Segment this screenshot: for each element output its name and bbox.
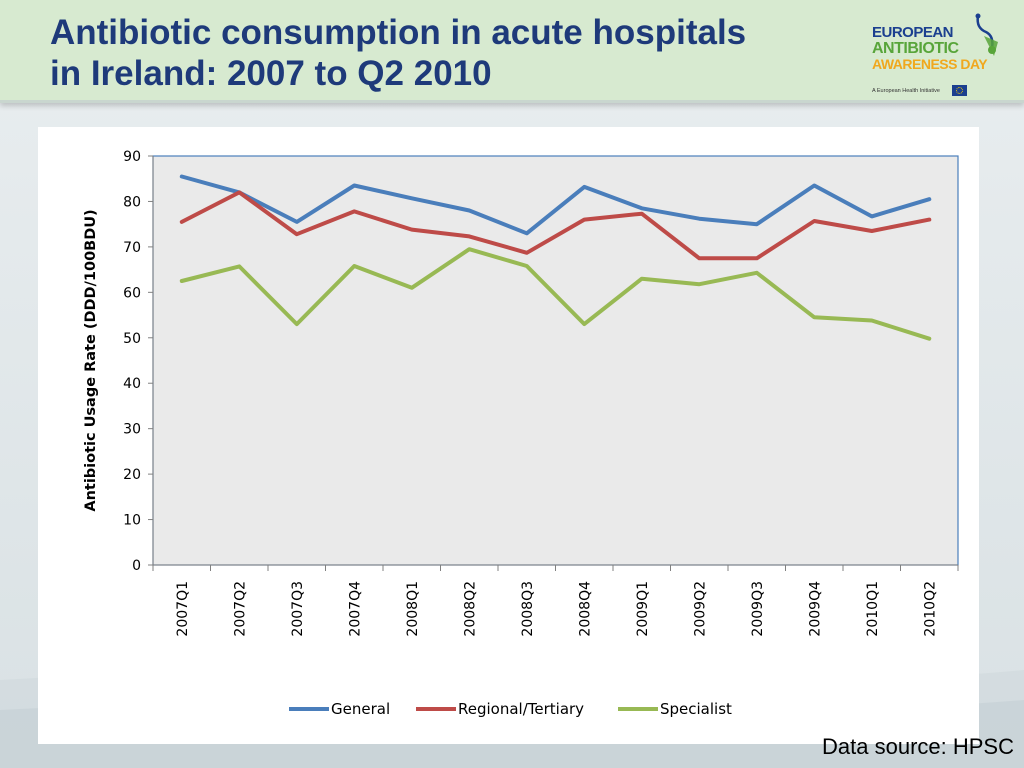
chart-legend: General Regional/Tertiary Specialist (289, 700, 732, 718)
y-tick-label: 50 (123, 331, 141, 347)
x-tick-label: 2010Q1 (865, 581, 881, 637)
legend-label: General (331, 700, 390, 718)
data-point (582, 185, 586, 189)
logo-line-3: AWARENESS DAY (872, 56, 988, 72)
data-point (755, 256, 759, 260)
data-point (410, 228, 414, 232)
data-point (352, 184, 356, 188)
x-tick-label: 2010Q2 (922, 581, 938, 637)
slide-header: Antibiotic consumption in acute hospital… (0, 0, 1024, 103)
logo-line-2: ANTIBIOTIC (872, 40, 959, 57)
data-point (927, 337, 931, 341)
data-point (525, 251, 529, 255)
y-axis: 0 10 20 30 40 50 60 70 80 90 (123, 149, 154, 574)
data-point (755, 222, 759, 226)
x-tick-label: 2008Q1 (405, 581, 421, 637)
data-point (812, 184, 816, 188)
data-point (410, 286, 414, 290)
logo-tagline: A European Health Initiative (872, 88, 940, 94)
data-point (295, 232, 299, 236)
y-tick-label: 30 (123, 422, 141, 438)
data-point (640, 212, 644, 216)
series-layer (179, 174, 932, 341)
logo-line-1: EUROPEAN (872, 24, 954, 41)
y-tick-label: 60 (123, 285, 141, 301)
legend-label: Regional/Tertiary (458, 700, 584, 718)
x-tick-label: 2009Q4 (807, 581, 823, 637)
data-point (525, 264, 529, 268)
series-line-specialist (179, 247, 932, 341)
x-tick-label: 2007Q4 (347, 581, 363, 637)
y-tick-label: 10 (123, 513, 141, 529)
x-axis: 2007Q1 2007Q2 2007Q3 2007Q4 2008Q1 2008Q2 2008… (152, 564, 959, 637)
x-tick-label: 2008Q2 (462, 581, 478, 637)
y-tick-label: 90 (123, 149, 141, 165)
data-point (812, 219, 816, 223)
title-line-2: in Ireland: 2007 to Q2 2010 (50, 54, 492, 93)
data-point (640, 277, 644, 281)
data-point (582, 322, 586, 326)
legend-label: Specialist (660, 700, 732, 718)
slide-title: Antibiotic consumption in acute hospital… (50, 12, 850, 94)
data-point (467, 234, 471, 238)
eu-flag-icon (952, 85, 967, 96)
data-point (640, 206, 644, 210)
x-tick-label: 2007Q2 (232, 581, 248, 637)
data-point (410, 196, 414, 200)
x-tick-label: 2009Q1 (635, 581, 651, 637)
data-point (180, 220, 184, 224)
x-tick-label: 2009Q3 (750, 581, 766, 637)
data-point (812, 315, 816, 319)
stethoscope-figure-icon (975, 13, 998, 56)
chart-panel: 0 10 20 30 40 50 60 70 80 90 2007Q1 2007Q2 2007Q3 20… (38, 127, 979, 744)
data-point (870, 229, 874, 233)
y-tick-label: 20 (123, 467, 141, 483)
x-tick-label: 2009Q2 (692, 581, 708, 637)
y-tick-label: 80 (123, 194, 141, 210)
data-point (697, 217, 701, 221)
x-tick-label: 2007Q3 (290, 581, 306, 637)
y-tick-label: 0 (132, 558, 141, 574)
data-point (237, 190, 241, 194)
y-axis-label: Antibiotic Usage Rate (DDD/100BDU) (83, 209, 99, 511)
data-point (927, 197, 931, 201)
data-point (755, 271, 759, 275)
y-tick-label: 70 (123, 240, 141, 256)
data-point (467, 209, 471, 213)
data-point (870, 214, 874, 218)
data-point (467, 247, 471, 251)
y-tick-label: 40 (123, 376, 141, 392)
series-line-regional-tertiary (179, 190, 932, 261)
data-point (352, 264, 356, 268)
data-point (237, 264, 241, 268)
data-point (697, 256, 701, 260)
data-point (870, 319, 874, 323)
data-point (352, 209, 356, 213)
data-point (697, 282, 701, 286)
title-line-1: Antibiotic consumption in acute hospital… (50, 13, 747, 52)
x-tick-label: 2007Q1 (175, 581, 191, 637)
data-point (582, 218, 586, 222)
x-tick-label: 2008Q4 (577, 581, 593, 637)
data-point (927, 218, 931, 222)
data-point (295, 220, 299, 224)
data-point (295, 322, 299, 326)
data-point (525, 231, 529, 235)
eaad-logo: EUROPEAN ANTIBIOTIC AWARENESS DAY A Euro… (866, 12, 1016, 100)
x-tick-label: 2008Q3 (520, 581, 536, 637)
data-point (180, 174, 184, 178)
data-source-note: Data source: HPSC (822, 734, 1014, 759)
data-point (180, 279, 184, 283)
series-line-general (179, 174, 932, 236)
